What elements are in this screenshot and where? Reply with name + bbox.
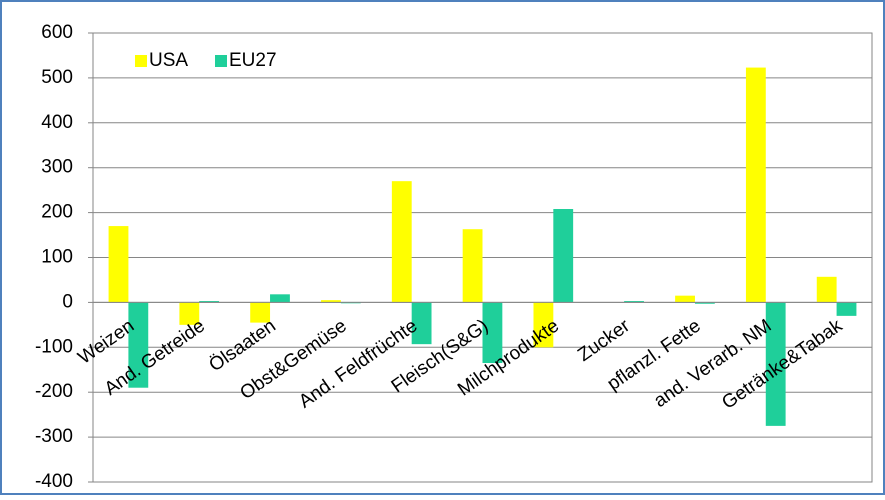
bar (391, 181, 412, 303)
bar (250, 302, 271, 323)
bar (179, 302, 200, 325)
bar (199, 301, 220, 303)
bar (482, 302, 503, 364)
y-tick-label: 600 (41, 22, 73, 43)
y-tick-label: 300 (41, 157, 73, 178)
bar (128, 302, 149, 388)
y-tick-label: 100 (41, 247, 73, 268)
bar (816, 276, 837, 303)
bar (108, 226, 129, 303)
legend-swatch (215, 55, 227, 67)
bar (270, 294, 290, 303)
y-tick-label: -400 (35, 471, 73, 492)
bar (836, 302, 857, 316)
y-tick-label: 400 (41, 112, 73, 133)
bar (533, 302, 554, 348)
bar (694, 302, 715, 304)
y-tick-label: 200 (41, 202, 73, 223)
y-tick-label: -300 (35, 426, 73, 447)
bar (321, 300, 341, 303)
bar (553, 209, 574, 303)
y-tick-label: 0 (62, 291, 73, 312)
y-tick-label: -200 (35, 381, 73, 402)
bar (745, 67, 766, 303)
bar (765, 302, 786, 426)
bar (411, 302, 432, 345)
bar (675, 295, 695, 303)
legend-label: EU27 (229, 50, 277, 71)
legend-label: USA (149, 50, 188, 71)
bar (624, 301, 644, 303)
y-tick-label: 500 (41, 67, 73, 88)
y-tick-label: -100 (35, 336, 73, 357)
bar (462, 229, 483, 303)
legend-swatch (135, 55, 147, 67)
